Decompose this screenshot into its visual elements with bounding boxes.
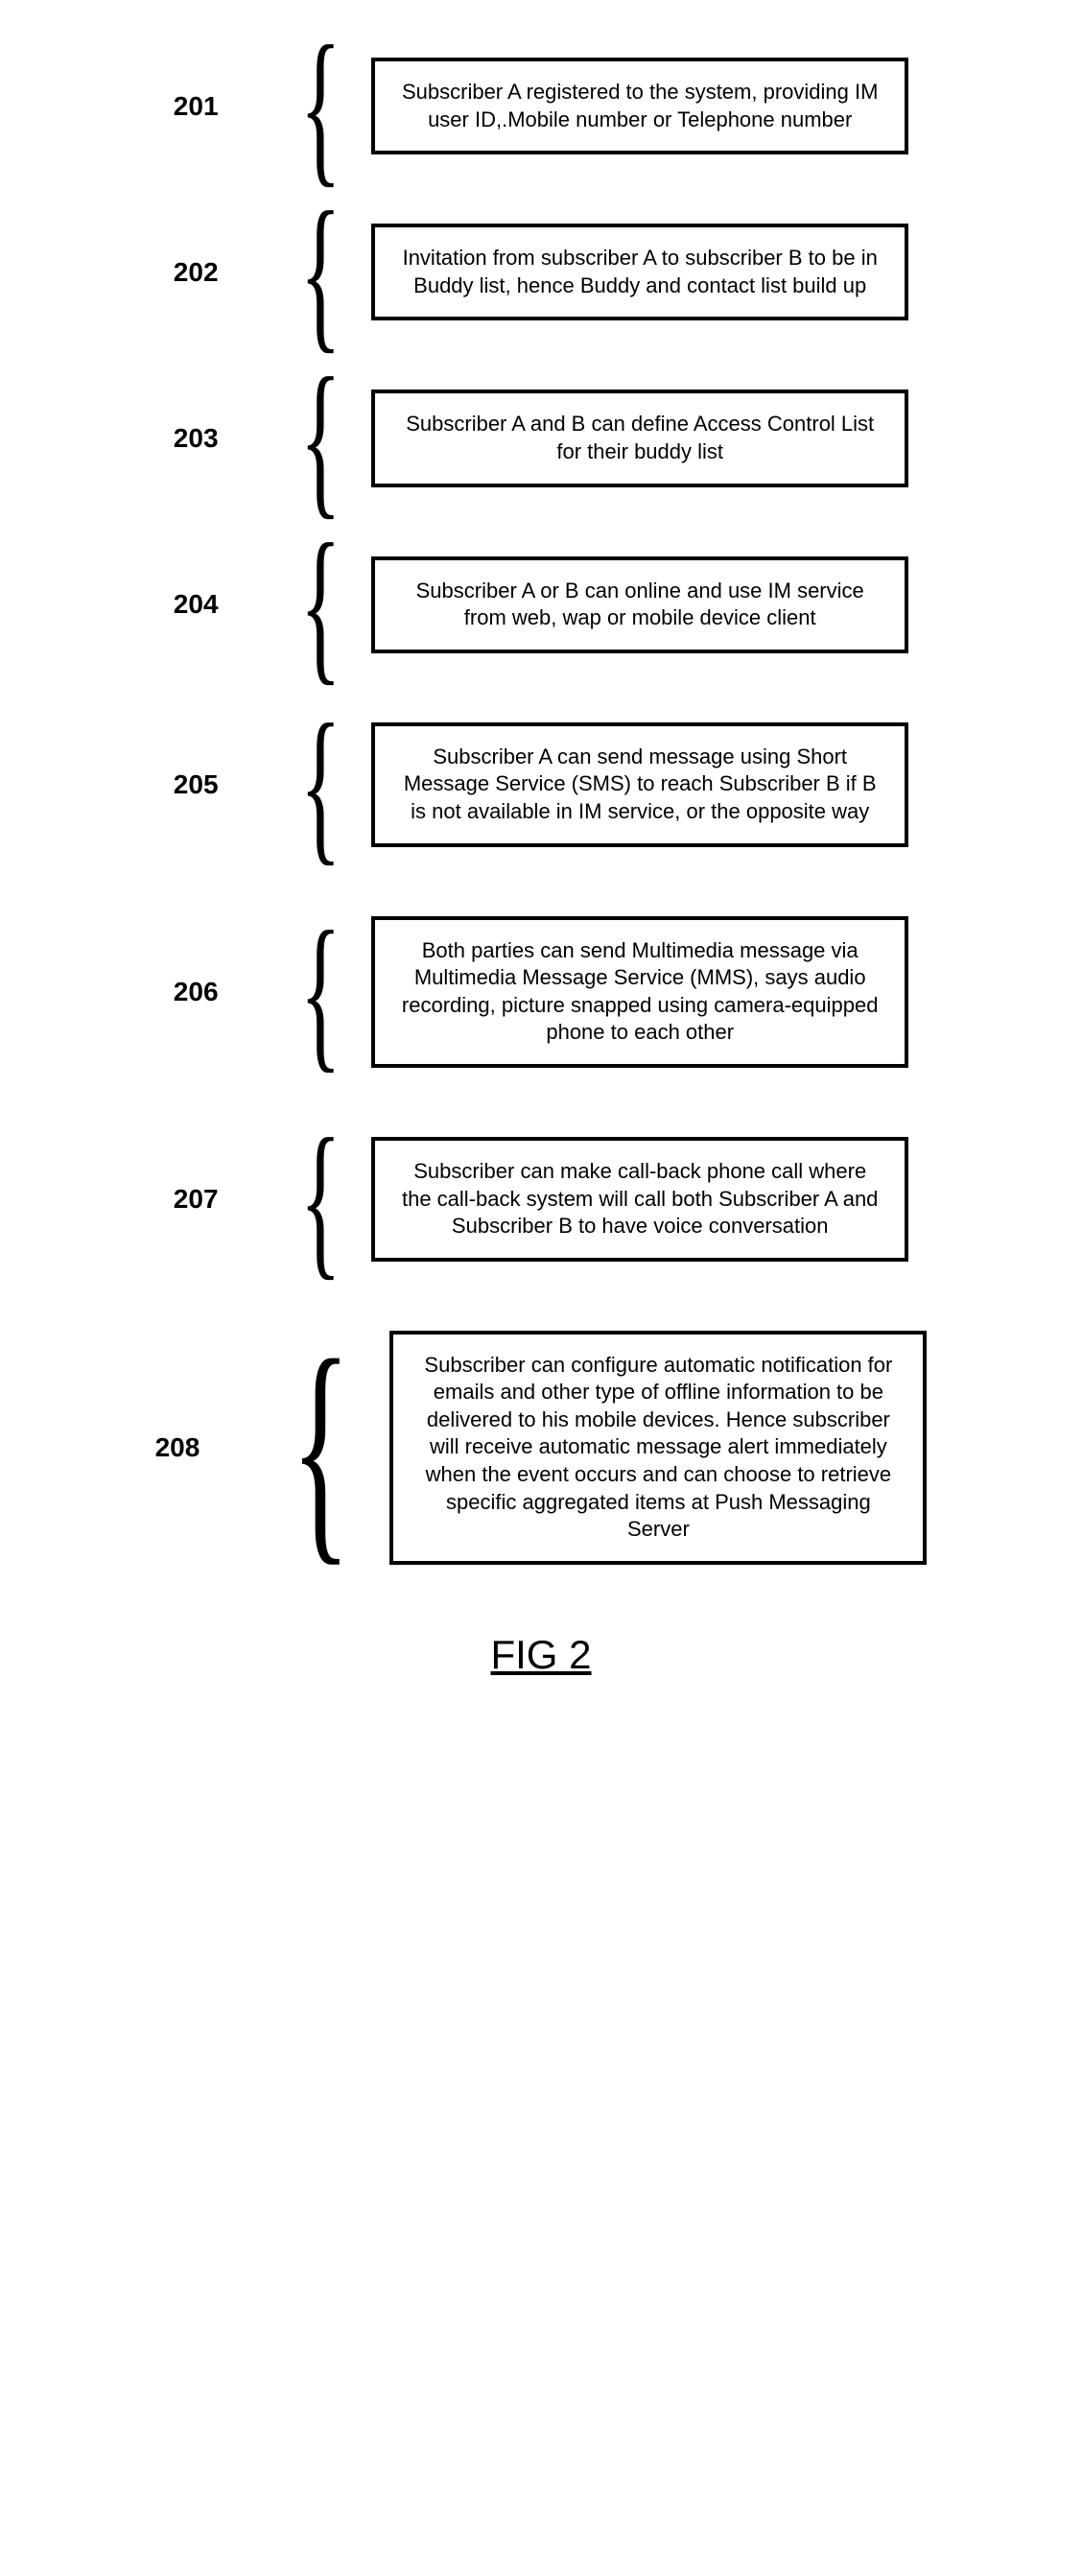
step-description: Subscriber can make call-back phone call… xyxy=(396,1158,883,1241)
flowchart-container: 201{Subscriber A registered to the syste… xyxy=(38,58,1044,1565)
step-row: 202{Invitation from subscriber A to subs… xyxy=(38,224,1044,320)
step-box: Both parties can send Multimedia message… xyxy=(371,916,908,1068)
step-row: 207{Subscriber can make call-back phone … xyxy=(38,1137,1044,1262)
step-box: Invitation from subscriber A to subscrib… xyxy=(371,224,908,320)
step-row: 203{Subscriber A and B can define Access… xyxy=(38,390,1044,486)
figure-label: FIG 2 xyxy=(38,1632,1044,1678)
step-description: Subscriber A and B can define Access Con… xyxy=(396,411,883,465)
step-description: Subscriber A or B can online and use IM … xyxy=(396,578,883,632)
step-number-label: 208 xyxy=(155,1432,270,1463)
step-row: 204{Subscriber A or B can online and use… xyxy=(38,556,1044,653)
step-row: 206{Both parties can send Multimedia mes… xyxy=(38,916,1044,1068)
step-box: Subscriber A and B can define Access Con… xyxy=(371,390,908,486)
step-box: Subscriber can configure automatic notif… xyxy=(389,1331,927,1565)
step-number-label: 206 xyxy=(174,977,289,1007)
step-row: 201{Subscriber A registered to the syste… xyxy=(38,58,1044,154)
step-row: 208{Subscriber can configure automatic n… xyxy=(38,1331,1044,1565)
step-description: Subscriber can configure automatic notif… xyxy=(414,1352,902,1544)
step-description: Subscriber A can send message using Shor… xyxy=(396,744,883,826)
step-number-label: 204 xyxy=(174,589,289,620)
step-number-label: 207 xyxy=(174,1184,289,1215)
step-description: Invitation from subscriber A to subscrib… xyxy=(396,245,883,299)
step-number-label: 202 xyxy=(174,257,289,288)
step-box: Subscriber can make call-back phone call… xyxy=(371,1137,908,1262)
step-description: Both parties can send Multimedia message… xyxy=(396,937,883,1047)
step-box: Subscriber A can send message using Shor… xyxy=(371,722,908,847)
step-row: 205{Subscriber A can send message using … xyxy=(38,722,1044,847)
step-number-label: 201 xyxy=(174,91,289,122)
step-number-label: 203 xyxy=(174,423,289,454)
step-description: Subscriber A registered to the system, p… xyxy=(396,79,883,133)
step-box: Subscriber A registered to the system, p… xyxy=(371,58,908,154)
step-box: Subscriber A or B can online and use IM … xyxy=(371,556,908,653)
step-number-label: 205 xyxy=(174,769,289,800)
